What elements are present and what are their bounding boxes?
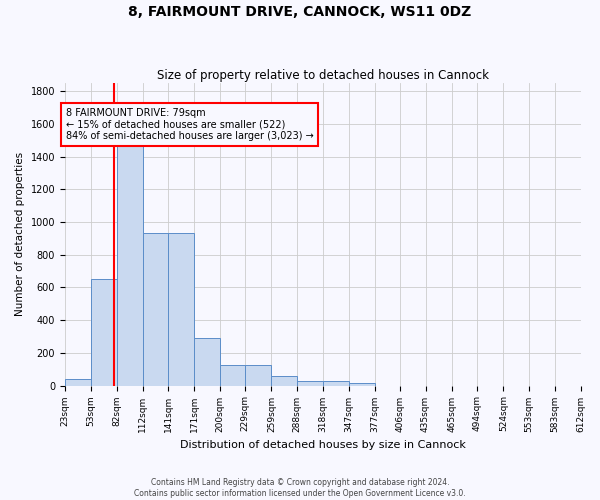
Bar	[143, 232, 168, 386]
Bar	[245, 365, 271, 386]
X-axis label: Distribution of detached houses by size in Cannock: Distribution of detached houses by size …	[180, 440, 466, 450]
Text: 8, FAIRMOUNT DRIVE, CANNOCK, WS11 0DZ: 8, FAIRMOUNT DRIVE, CANNOCK, WS11 0DZ	[128, 5, 472, 19]
Bar	[91, 280, 116, 386]
Bar	[65, 379, 91, 386]
Bar	[271, 376, 297, 386]
Bar	[116, 146, 143, 386]
Text: 8 FAIRMOUNT DRIVE: 79sqm
← 15% of detached houses are smaller (522)
84% of semi-: 8 FAIRMOUNT DRIVE: 79sqm ← 15% of detach…	[66, 108, 314, 141]
Bar	[194, 338, 220, 386]
Bar	[349, 383, 375, 386]
Bar	[323, 382, 349, 386]
Bar	[220, 365, 245, 386]
Bar	[168, 232, 194, 386]
Y-axis label: Number of detached properties: Number of detached properties	[15, 152, 25, 316]
Title: Size of property relative to detached houses in Cannock: Size of property relative to detached ho…	[157, 69, 489, 82]
Text: Contains HM Land Registry data © Crown copyright and database right 2024.
Contai: Contains HM Land Registry data © Crown c…	[134, 478, 466, 498]
Bar	[297, 382, 323, 386]
